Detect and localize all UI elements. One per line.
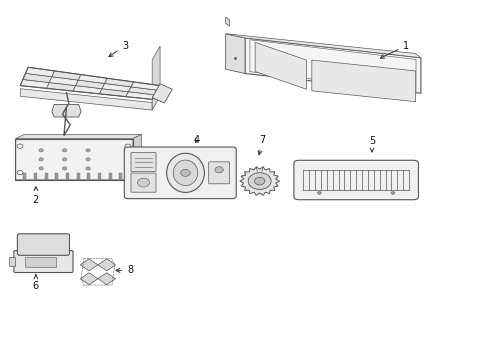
Text: 3: 3 — [109, 41, 128, 57]
Polygon shape — [105, 78, 134, 87]
Circle shape — [215, 167, 223, 173]
FancyBboxPatch shape — [294, 160, 418, 200]
Polygon shape — [23, 73, 52, 82]
Circle shape — [62, 167, 67, 170]
Bar — [87, 173, 90, 179]
FancyBboxPatch shape — [14, 251, 73, 273]
FancyBboxPatch shape — [18, 234, 70, 255]
Circle shape — [318, 192, 321, 194]
Circle shape — [138, 178, 149, 187]
Circle shape — [248, 173, 271, 189]
Polygon shape — [312, 60, 416, 102]
Bar — [45, 173, 48, 179]
Polygon shape — [226, 34, 245, 73]
Polygon shape — [245, 38, 421, 93]
Polygon shape — [98, 273, 116, 285]
Circle shape — [39, 167, 43, 170]
Circle shape — [86, 149, 90, 152]
Polygon shape — [255, 42, 307, 89]
Polygon shape — [49, 77, 78, 86]
Text: 6: 6 — [33, 275, 39, 291]
FancyBboxPatch shape — [131, 153, 156, 172]
Circle shape — [62, 149, 67, 152]
Polygon shape — [73, 86, 102, 94]
Polygon shape — [78, 75, 107, 84]
Polygon shape — [126, 92, 155, 99]
Circle shape — [181, 169, 190, 176]
Polygon shape — [133, 134, 142, 180]
Text: 8: 8 — [116, 265, 133, 275]
Ellipse shape — [173, 160, 198, 185]
Polygon shape — [131, 82, 160, 90]
Bar — [77, 173, 79, 179]
Bar — [23, 173, 26, 179]
Text: 1: 1 — [380, 41, 409, 58]
Polygon shape — [152, 46, 160, 110]
Polygon shape — [152, 84, 172, 103]
FancyBboxPatch shape — [124, 147, 236, 199]
Bar — [120, 173, 122, 179]
Circle shape — [254, 177, 265, 185]
Polygon shape — [128, 87, 157, 95]
Circle shape — [86, 158, 90, 161]
Bar — [55, 173, 58, 179]
Circle shape — [391, 192, 395, 194]
Circle shape — [62, 158, 67, 161]
Text: 7: 7 — [258, 135, 266, 155]
Bar — [98, 173, 101, 179]
Text: 4: 4 — [194, 135, 200, 145]
Polygon shape — [80, 273, 98, 285]
Bar — [66, 173, 69, 179]
Text: 5: 5 — [369, 136, 375, 152]
Polygon shape — [9, 257, 15, 266]
Polygon shape — [99, 89, 128, 96]
Polygon shape — [226, 34, 421, 58]
Polygon shape — [98, 259, 116, 271]
Polygon shape — [226, 17, 229, 26]
Bar — [34, 173, 37, 179]
Polygon shape — [52, 104, 81, 117]
Text: 2: 2 — [33, 187, 39, 205]
Polygon shape — [52, 71, 81, 80]
Polygon shape — [20, 80, 49, 88]
Polygon shape — [15, 134, 142, 139]
Circle shape — [39, 149, 43, 152]
Polygon shape — [240, 167, 279, 195]
Polygon shape — [25, 67, 54, 77]
Bar — [25, 257, 56, 267]
Polygon shape — [75, 80, 105, 89]
Polygon shape — [80, 259, 98, 271]
Circle shape — [86, 167, 90, 170]
Bar — [109, 173, 112, 179]
FancyBboxPatch shape — [209, 162, 229, 184]
Bar — [15, 139, 133, 180]
FancyBboxPatch shape — [131, 173, 156, 192]
Polygon shape — [47, 82, 75, 91]
Polygon shape — [102, 84, 131, 92]
Polygon shape — [20, 89, 152, 110]
Ellipse shape — [167, 153, 204, 192]
Circle shape — [39, 158, 43, 161]
